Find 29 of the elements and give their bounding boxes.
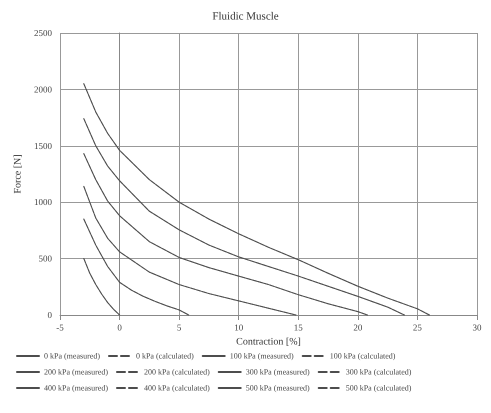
y-tick-label: 2000 [34, 84, 52, 94]
legend-label: 400 kPa (calculated) [144, 384, 210, 392]
legend-label: 400 kPa (measured) [44, 384, 108, 392]
x-tick-label: 15 [294, 322, 304, 332]
y-axis-title: Force [N] [12, 154, 24, 194]
legend-label: 500 kPa (measured) [246, 384, 310, 392]
y-tick-label: 0 [48, 310, 52, 320]
x-tick-label: -5 [56, 322, 64, 332]
x-tick-label: 20 [353, 322, 363, 332]
y-tick-label: 2500 [34, 28, 52, 38]
y-tick-label: 500 [38, 254, 52, 264]
legend-label: 0 kPa (calculated) [136, 352, 194, 360]
y-tick-label: 1500 [34, 140, 52, 151]
legend-label: 0 kPa (measured) [44, 352, 100, 360]
legend-label: 100 kPa (calculated) [330, 352, 396, 360]
x-tick-label: 5 [176, 322, 182, 332]
chart-title: Fluidic Muscle [212, 10, 279, 22]
legend-label: 200 kPa (measured) [44, 368, 108, 376]
legend-label: 200 kPa (calculated) [144, 368, 210, 376]
legend-label: 300 kPa (calculated) [346, 368, 412, 376]
x-tick-label: 10 [234, 322, 244, 332]
y-tick-label: 1000 [34, 197, 52, 208]
legend-label: 100 kPa (measured) [230, 352, 294, 360]
x-tick-label: 25 [412, 322, 422, 332]
legend-label: 300 kPa (measured) [246, 368, 310, 376]
x-tick-label: 0 [117, 322, 122, 332]
legend-label: 500 kPa (calculated) [346, 384, 412, 392]
x-tick-label: 30 [472, 322, 482, 332]
x-axis-title: Contraction [%] [236, 336, 301, 348]
